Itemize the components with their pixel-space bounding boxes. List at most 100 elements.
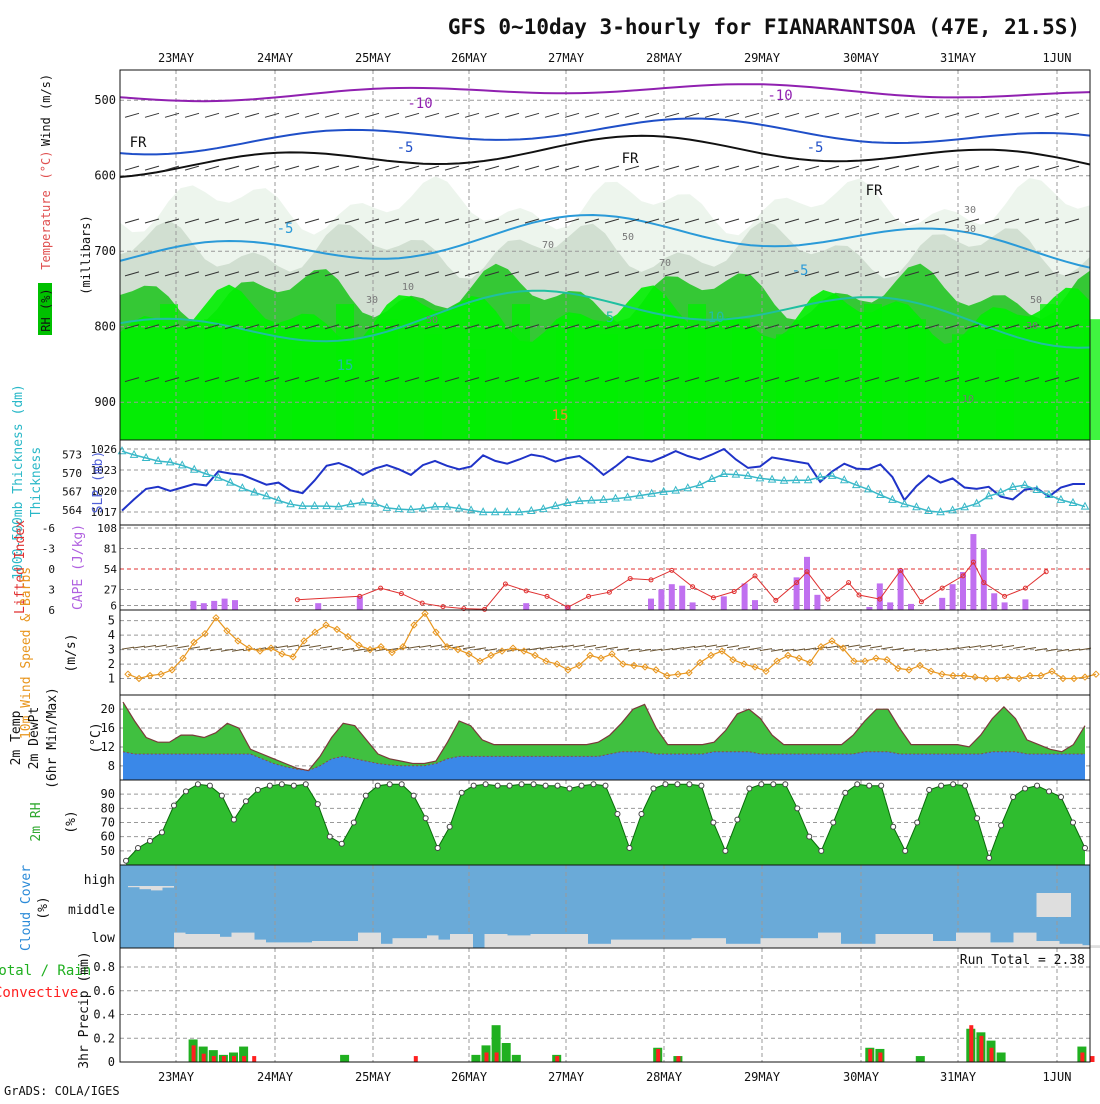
rh2m-point: [171, 803, 176, 808]
thickness-point: [444, 503, 451, 510]
wind10-barb: [738, 647, 750, 649]
date-label-bottom: 23MAY: [158, 1070, 195, 1084]
rh2m-point: [1047, 789, 1052, 794]
date-label-bottom: 24MAY: [257, 1070, 294, 1084]
precip-convective-bar: [252, 1056, 256, 1062]
rh-label: 30: [964, 205, 976, 216]
wind10-barb: [562, 645, 574, 647]
thickness-point: [311, 502, 318, 509]
wind10-barb: [133, 646, 145, 648]
cape-bar: [887, 602, 893, 610]
rh2m-point: [555, 783, 560, 788]
rh2m-point: [891, 824, 896, 829]
rh-column: [644, 349, 662, 440]
cloud-level-label: high: [84, 873, 115, 888]
wind10-barb: [595, 646, 607, 648]
precip-tick-label: 0.4: [93, 1008, 115, 1022]
rh2m-tick-label: 60: [101, 830, 115, 844]
rh2m-point: [1059, 795, 1064, 800]
isotherm-label: FR: [866, 183, 883, 199]
rh-column: [688, 304, 706, 440]
wind10-tick-label: 4: [108, 628, 115, 642]
wind10-line: [128, 613, 1096, 678]
cape-bar: [908, 604, 914, 610]
rh2m-tick-label: 50: [101, 844, 115, 858]
rh-label: 10: [402, 282, 414, 293]
low-cloud-block: [1037, 941, 1060, 948]
rh2m-point: [951, 782, 956, 787]
temp-tick-label: 8: [108, 759, 115, 773]
rh2m-point: [124, 858, 129, 863]
rh2m-point: [723, 848, 728, 853]
rh2m-point: [519, 782, 524, 787]
low-cloud-block: [485, 934, 508, 948]
rh-label: 10: [962, 394, 974, 405]
wind10-tick-label: 5: [108, 614, 115, 628]
wind10-point: [125, 671, 131, 677]
rh2m-point: [699, 783, 704, 788]
cape-bar: [898, 569, 904, 610]
low-cloud-block: [761, 938, 819, 948]
wind10-barb: [430, 645, 442, 647]
cape-bar: [939, 598, 945, 610]
pressure-tick-label: 800: [94, 320, 116, 334]
precip-legend-convective: Convective: [0, 985, 78, 1001]
wind10-barb: [848, 645, 860, 647]
low-cloud-block: [818, 933, 841, 948]
wind10-barb: [705, 645, 717, 647]
cape-bar: [669, 584, 675, 610]
date-label-bottom: 1JUN: [1043, 1070, 1072, 1084]
rh2m-point: [807, 834, 812, 839]
cape-tick-label: 81: [104, 543, 117, 556]
date-label-bottom: 29MAY: [744, 1070, 781, 1084]
precip-convective-bar: [868, 1049, 872, 1062]
rh2m-point: [987, 855, 992, 860]
cape-bar: [950, 584, 956, 610]
precip-convective-bar: [192, 1045, 196, 1062]
isotherm-label: FR: [130, 135, 147, 151]
rh2m-point: [975, 816, 980, 821]
thickness-axis-label-2: Thickness: [29, 447, 44, 517]
precip-frame: [120, 948, 1090, 1062]
temp-axis-label: (6hr Min/Max): [45, 687, 60, 789]
precip-tick-label: 0.6: [93, 984, 115, 998]
rh2m-point: [279, 782, 284, 787]
wind10-barb: [980, 645, 992, 647]
pressure-tick-label: 500: [94, 93, 116, 107]
isotherm-label: -5: [792, 263, 809, 279]
rh2m-point: [687, 782, 692, 787]
precip-total-bar: [502, 1043, 511, 1062]
rh2m-point: [375, 783, 380, 788]
wind10-barb: [122, 647, 134, 649]
rh2m-axis-label: 2m RH: [29, 802, 44, 841]
precip-convective-bar: [555, 1056, 559, 1062]
lifted-tick-label: 0: [48, 563, 55, 576]
rh-column: [732, 319, 750, 440]
precip-convective-bar: [495, 1053, 499, 1063]
date-label-top: 25MAY: [355, 51, 392, 65]
date-label-top: 31MAY: [940, 51, 977, 65]
rh2m-point: [207, 783, 212, 788]
rh2m-point: [495, 783, 500, 788]
date-label-top: 23MAY: [158, 51, 195, 65]
precip-convective-bar: [414, 1056, 418, 1062]
low-cloud-block: [232, 933, 255, 948]
date-label-top: 24MAY: [257, 51, 294, 65]
date-label-top: 26MAY: [451, 51, 488, 65]
rh2m-point: [471, 783, 476, 788]
rh2m-point: [135, 846, 140, 851]
low-cloud-block: [876, 934, 934, 948]
low-cloud-block: [381, 944, 393, 948]
thickness-tick-label: 573: [62, 448, 82, 461]
rh2m-point: [651, 786, 656, 791]
date-label-top: 1JUN: [1043, 51, 1072, 65]
rh2m-point: [267, 783, 272, 788]
rh2m-point: [339, 841, 344, 846]
isotherm-label: 5: [606, 310, 614, 326]
rh-column: [292, 349, 310, 440]
rh2m-point: [1083, 846, 1088, 851]
cape-bar: [804, 557, 810, 610]
rh2m-point: [327, 834, 332, 839]
cape-bar: [679, 586, 685, 610]
